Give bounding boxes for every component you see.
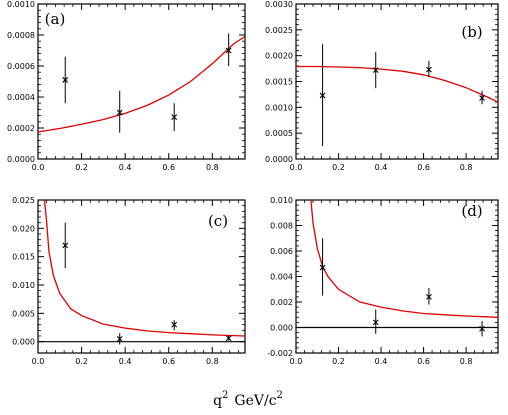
data-point	[62, 56, 69, 104]
y-tick-label: 0.002	[270, 298, 293, 307]
y-tick-label: 0.0004	[7, 93, 35, 102]
panel-label: (c)	[208, 212, 228, 230]
point-marker	[479, 95, 485, 101]
data-point	[319, 44, 326, 147]
y-tick-label: 0.020	[12, 224, 35, 233]
y-tick-label: 0.0015	[265, 78, 293, 87]
x-axis-label: q2 GeV/c2	[213, 390, 283, 409]
y-tick-label: 0.0008	[7, 31, 35, 40]
data-point	[426, 287, 432, 305]
x-tick-label: 0.2	[332, 163, 345, 172]
point-marker	[62, 242, 69, 249]
plot-frame	[295, 199, 499, 354]
y-tick-label: -0.002	[267, 349, 293, 358]
theory-curve	[38, 35, 245, 133]
point-marker	[426, 66, 432, 73]
panel-d: 0.0 0.2 0.4 0.6 0.8 -0.002 0.000 0.002 0.004 0.00…	[267, 196, 499, 366]
data-point	[62, 222, 69, 268]
point-marker	[372, 67, 379, 74]
y-tick-label: 0.0030	[265, 0, 293, 9]
theory-curve	[296, 65, 498, 103]
data-point	[116, 90, 123, 133]
point-marker	[319, 264, 326, 271]
point-marker	[225, 335, 232, 342]
point-marker	[116, 335, 123, 342]
point-marker	[116, 109, 123, 116]
x-tick-label: 0.8	[460, 163, 473, 172]
x-tick-label: 0.8	[460, 357, 473, 366]
x-tick-label: 0.6	[162, 357, 175, 366]
y-tick-label: 0.0002	[7, 124, 35, 133]
point-marker	[171, 114, 178, 121]
y-tick-label: 0.006	[270, 247, 293, 256]
data-point	[426, 60, 432, 78]
y-tick-label: 0.025	[12, 196, 35, 205]
data-point	[479, 90, 485, 105]
data-point	[171, 103, 178, 132]
theory-curve	[310, 200, 498, 318]
x-tick-label: 0.0	[32, 357, 45, 366]
panel-label: (b)	[461, 23, 482, 41]
data-point	[372, 309, 379, 334]
point-marker	[319, 92, 326, 99]
panel-a: 0.0 0.2 0.4 0.6 0.8 0.0000 0.0002 0.0004 0.0006 0…	[7, 0, 246, 172]
data-point	[225, 33, 232, 66]
theory-curve	[43, 200, 245, 337]
data-point	[116, 333, 123, 345]
y-tick-label: 0.008	[270, 222, 293, 231]
y-tick-label: 0.010	[270, 196, 293, 205]
y-tick-label: 0.0010	[7, 0, 35, 9]
x-tick-label: 0.6	[417, 357, 430, 366]
point-marker	[372, 319, 379, 326]
x-tick-label: 0.4	[375, 357, 388, 366]
x-tick-label: 0.6	[417, 163, 430, 172]
panel-label: (a)	[45, 10, 66, 28]
x-tick-label: 0.4	[375, 163, 388, 172]
x-tick-label: 0.4	[119, 163, 132, 172]
y-tick-label: 0.004	[270, 273, 293, 282]
point-marker	[171, 321, 178, 328]
x-tick-label: 0.0	[32, 163, 45, 172]
y-tick-label: 0.0025	[265, 26, 293, 35]
plot-frame	[37, 199, 246, 354]
y-tick-label: 0.010	[12, 281, 35, 290]
y-tick-label: 0.000	[270, 324, 293, 333]
x-tick-label: 0.2	[75, 163, 88, 172]
y-tick-label: 0.0000	[7, 155, 35, 164]
y-tick-label: 0.015	[12, 253, 35, 262]
point-marker	[225, 47, 232, 54]
y-tick-label: 0.0020	[265, 52, 293, 61]
x-tick-label: 0.2	[332, 357, 345, 366]
data-point	[319, 238, 326, 296]
y-tick-label: 0.000	[12, 338, 35, 347]
point-marker	[479, 325, 485, 332]
data-point	[372, 52, 379, 89]
panel-c: 0.0 0.2 0.4 0.6 0.8 0.000 0.005 0.010 0.015 0.020…	[12, 196, 246, 366]
panel-label: (d)	[461, 202, 482, 220]
y-tick-label: 0.0010	[265, 103, 293, 112]
y-tick-label: 0.005	[12, 309, 35, 318]
data-point	[225, 335, 232, 342]
y-tick-label: 0.0005	[265, 129, 293, 138]
x-tick-label: 0.4	[119, 357, 132, 366]
x-tick-label: 0.8	[206, 163, 219, 172]
x-tick-label: 0.8	[206, 357, 219, 366]
point-marker	[426, 294, 432, 300]
x-tick-label: 0.2	[75, 357, 88, 366]
panel-b: 0.0 0.2 0.4 0.6 0.8 0.0000 0.0005 0.0010 0.0015 0…	[265, 0, 499, 172]
y-tick-label: 0.0006	[7, 62, 35, 71]
point-marker	[62, 77, 69, 83]
plot-frame	[37, 3, 246, 160]
y-tick-label: 0.0000	[265, 155, 293, 164]
data-point	[479, 321, 485, 337]
data-point	[171, 320, 178, 331]
x-tick-label: 0.6	[162, 163, 175, 172]
x-tick-label: 0.0	[290, 163, 303, 172]
x-tick-label: 0.0	[290, 357, 303, 366]
